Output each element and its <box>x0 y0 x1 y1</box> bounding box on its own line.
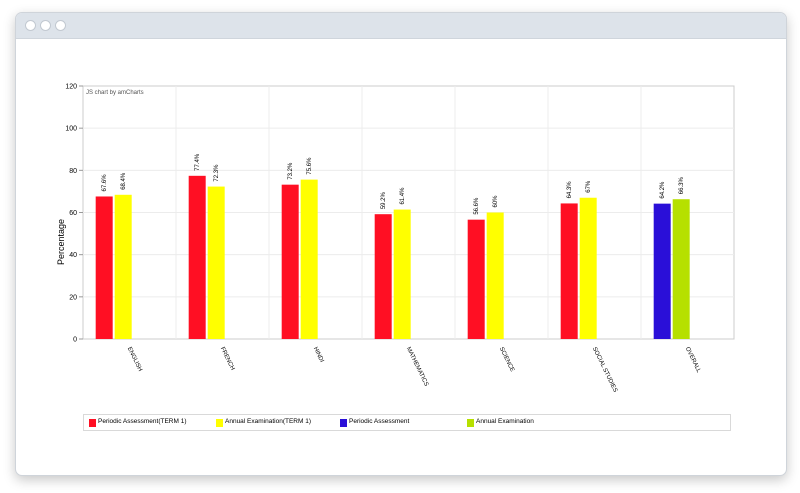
y-axis-label: Percentage <box>56 219 66 265</box>
window-close-button[interactable] <box>25 20 36 31</box>
x-category-label: SCIENCE <box>498 346 515 373</box>
bar[interactable] <box>393 209 411 339</box>
bar[interactable] <box>114 194 132 339</box>
data-label: 77.4% <box>195 153 201 171</box>
y-tick-label: 0 <box>73 337 77 344</box>
data-label: 59.2% <box>381 192 387 210</box>
y-tick-label: 60 <box>69 210 77 217</box>
data-label: 64.2% <box>660 181 666 199</box>
x-category-label: MATHEMATICS <box>405 346 429 387</box>
y-tick-label: 120 <box>65 84 77 91</box>
data-label: 67% <box>586 180 592 193</box>
chart-credit: JS chart by amCharts <box>86 90 144 96</box>
bar[interactable] <box>653 203 671 339</box>
x-category-label: OVERALL <box>684 346 702 374</box>
legend-swatch <box>340 419 347 427</box>
data-label: 56.6% <box>474 197 480 215</box>
x-category-label: HINDI <box>312 346 325 364</box>
data-label: 66.3% <box>679 177 685 195</box>
data-label: 68.4% <box>121 172 127 190</box>
legend-label: Annual Examination <box>476 418 534 425</box>
category-labels: ENGLISH FRENCH HINDI MATHEMATICS SCIENCE SOCI… <box>126 346 702 393</box>
bar[interactable] <box>95 196 113 339</box>
data-label: 60% <box>493 195 499 208</box>
legend-swatch <box>467 419 474 427</box>
x-category-label: ENGLISH <box>126 346 143 372</box>
bar[interactable] <box>486 212 504 340</box>
browser-window: JS chart by amCharts 0 20 40 60 80 100 120 Per… <box>15 12 787 476</box>
window-minimize-button[interactable] <box>40 20 51 31</box>
y-axis-ticks: 0 20 40 60 80 100 120 <box>65 84 83 344</box>
x-category-label: FRENCH <box>219 346 235 371</box>
data-label: 73.2% <box>288 162 294 180</box>
y-tick-label: 80 <box>69 168 77 175</box>
bar[interactable] <box>579 197 597 339</box>
bar[interactable] <box>207 186 225 339</box>
data-label: 64.3% <box>567 181 573 199</box>
legend-label: Periodic Assessment <box>349 418 410 425</box>
y-tick-label: 20 <box>69 294 77 301</box>
page-content: JS chart by amCharts 0 20 40 60 80 100 120 Per… <box>16 39 786 475</box>
bar[interactable] <box>560 203 578 339</box>
data-label: 75.6% <box>307 157 313 175</box>
y-tick-label: 40 <box>69 252 77 259</box>
bar[interactable] <box>300 179 318 339</box>
legend-swatch <box>89 419 96 427</box>
bar[interactable] <box>188 175 206 339</box>
bar[interactable] <box>281 184 299 339</box>
data-labels: 67.6% 68.4% 77.4% 72.3% 73.2% 75.6% 59.2% 61.4%… <box>102 153 685 215</box>
legend-label: Annual Examination(TERM 1) <box>225 418 311 425</box>
y-tick-label: 100 <box>65 126 77 133</box>
data-label: 72.3% <box>214 164 220 182</box>
legend-swatch <box>216 419 223 427</box>
chart-legend: Periodic Assessment(TERM 1) Annual Examin… <box>83 414 731 431</box>
data-label: 61.4% <box>400 187 406 205</box>
data-label: 67.6% <box>102 174 108 192</box>
bar-chart: JS chart by amCharts 0 20 40 60 80 100 120 Per… <box>56 84 735 393</box>
x-category-label: SOCIAL STUDIES <box>591 346 618 393</box>
window-titlebar <box>16 13 786 39</box>
legend-label: Periodic Assessment(TERM 1) <box>98 418 187 425</box>
bar-series <box>95 175 690 340</box>
window-maximize-button[interactable] <box>55 20 66 31</box>
bar[interactable] <box>672 199 690 339</box>
bar[interactable] <box>467 219 485 339</box>
bar[interactable] <box>374 214 392 339</box>
